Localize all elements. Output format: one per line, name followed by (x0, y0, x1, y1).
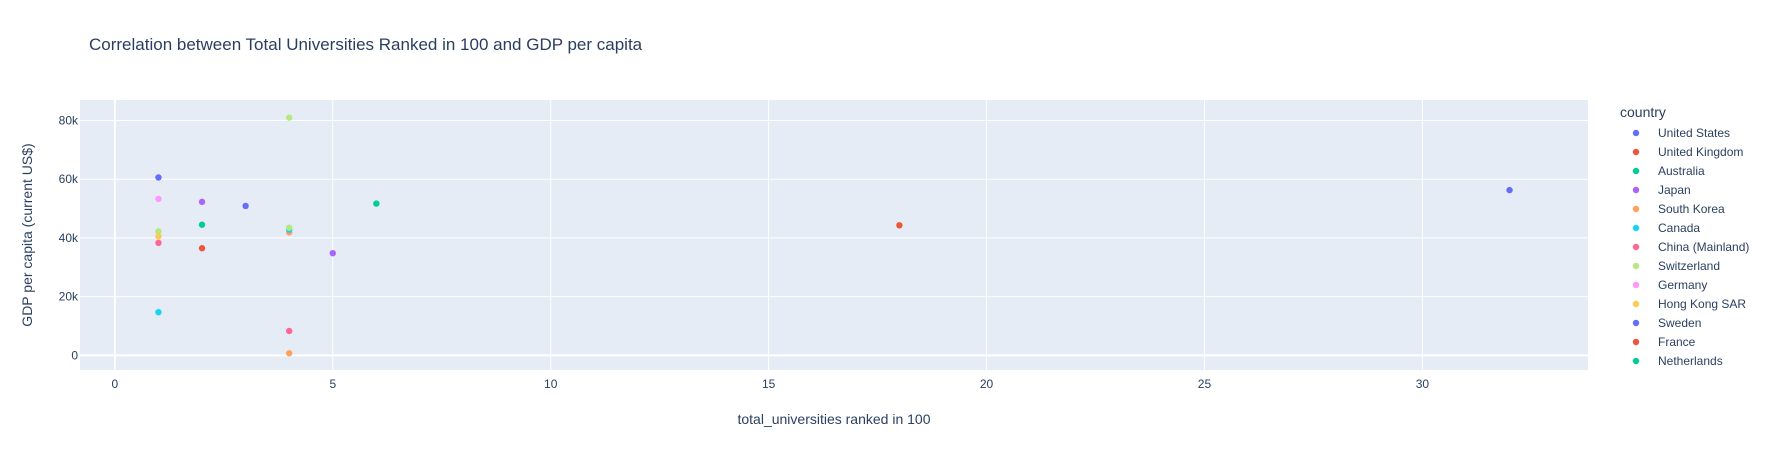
data-point[interactable] (198, 221, 206, 228)
legend-item[interactable]: United States (1658, 126, 1730, 140)
legend-item[interactable]: Germany (1658, 278, 1707, 292)
y-tick-label: 0 (71, 348, 78, 362)
x-tick-label: 20 (980, 377, 994, 391)
legend-item[interactable]: United Kingdom (1658, 145, 1743, 159)
legend-marker (1632, 205, 1640, 213)
data-point[interactable] (155, 239, 162, 247)
legend-item[interactable]: Sweden (1658, 316, 1701, 330)
legend-marker (1632, 300, 1640, 308)
x-tick-label: 15 (762, 377, 776, 391)
legend-marker (1632, 357, 1640, 365)
legend-title: country (1620, 104, 1666, 120)
legend-item[interactable]: Hong Kong SAR (1658, 297, 1746, 311)
legend-marker (1632, 262, 1640, 270)
legend-item[interactable]: Australia (1658, 164, 1705, 178)
data-point[interactable] (286, 327, 293, 335)
legend-marker (1632, 243, 1640, 251)
x-tick-label: 5 (329, 377, 336, 391)
legend-marker (1632, 129, 1640, 137)
legend-marker (1632, 186, 1640, 194)
legend-item[interactable]: Switzerland (1658, 259, 1720, 273)
data-point[interactable] (242, 202, 249, 210)
x-tick-label: 0 (112, 377, 119, 391)
data-point[interactable] (155, 195, 162, 203)
data-point[interactable] (155, 174, 162, 181)
legend[interactable]: country United States United Kingdom Austr… (1620, 104, 1749, 368)
y-tick-label: 80k (59, 114, 79, 128)
legend-marker (1632, 281, 1640, 289)
legend-item[interactable]: South Korea (1658, 202, 1725, 216)
data-point[interactable] (1506, 186, 1513, 194)
y-tick-label: 20k (59, 290, 79, 304)
legend-marker (1632, 167, 1640, 175)
data-point[interactable] (896, 222, 903, 229)
data-point[interactable] (198, 245, 206, 252)
plot-area (80, 100, 1588, 370)
data-point[interactable] (286, 350, 293, 357)
chart-title: Correlation between Total Universities R… (89, 35, 643, 54)
axis-tick-labels: 0 5 10 15 20 25 30 0 20k 40k 60k 80k (59, 114, 1430, 391)
legend-marker (1632, 224, 1640, 232)
x-tick-label: 25 (1198, 377, 1212, 391)
x-tick-label: 30 (1416, 377, 1430, 391)
data-point[interactable] (155, 308, 162, 316)
data-point[interactable] (329, 249, 336, 257)
y-axis-title: GDP per capita (current US$) (19, 143, 35, 326)
legend-item[interactable]: China (Mainland) (1658, 240, 1749, 254)
x-axis-title: total_universities ranked in 100 (737, 411, 930, 427)
y-tick-label: 40k (59, 231, 79, 245)
data-point[interactable] (198, 198, 206, 206)
data-point[interactable] (155, 233, 162, 240)
legend-item[interactable]: Canada (1658, 221, 1700, 235)
data-point[interactable] (155, 228, 162, 235)
x-tick-label: 10 (544, 377, 558, 391)
legend-marker (1632, 148, 1640, 156)
data-point[interactable] (286, 114, 293, 121)
legend-item[interactable]: Netherlands (1658, 354, 1723, 368)
legend-item[interactable]: France (1658, 335, 1696, 349)
data-point[interactable] (286, 224, 293, 231)
legend-marker (1632, 319, 1640, 327)
legend-marker (1632, 338, 1640, 346)
data-point[interactable] (373, 200, 380, 207)
grid-lines (80, 100, 1588, 370)
legend-item[interactable]: Japan (1658, 183, 1691, 197)
data-points (155, 114, 1513, 357)
y-tick-label: 60k (59, 172, 79, 186)
